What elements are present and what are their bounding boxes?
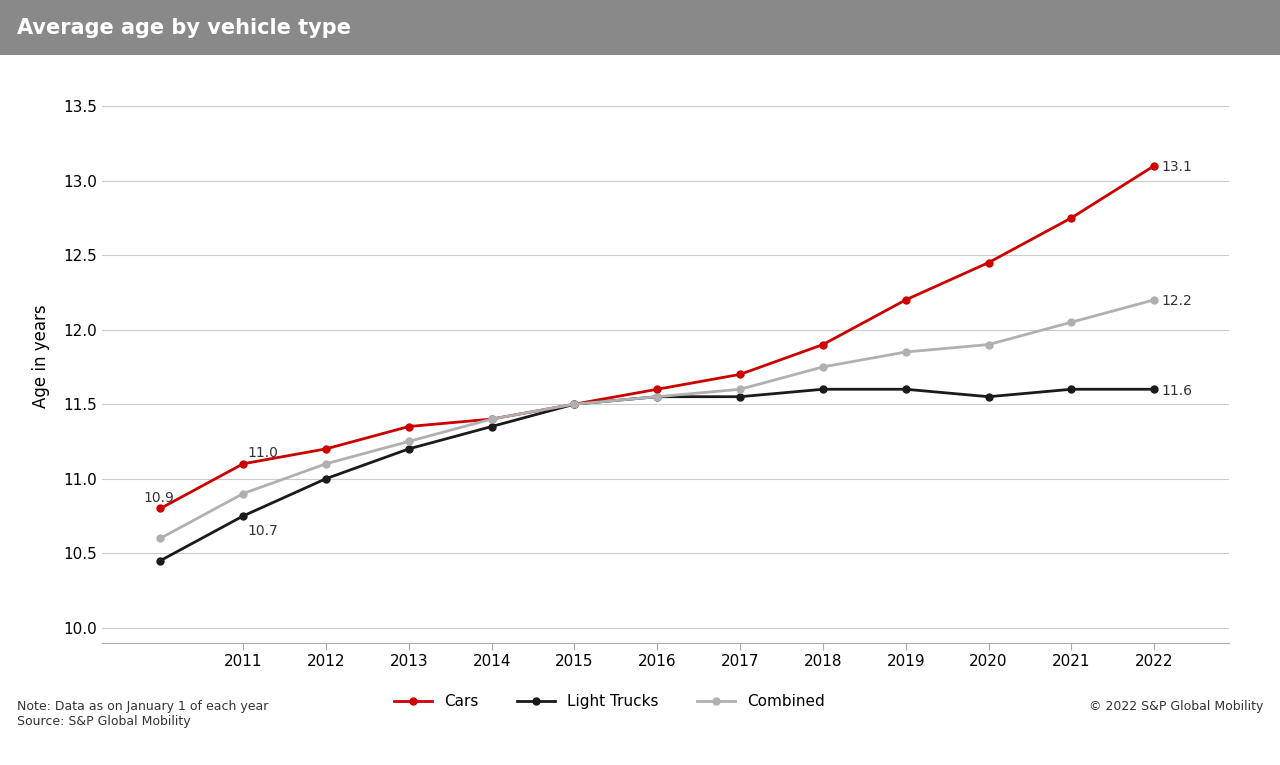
Text: 10.7: 10.7 bbox=[247, 524, 278, 539]
Text: Note: Data as on January 1 of each year
Source: S&P Global Mobility: Note: Data as on January 1 of each year … bbox=[17, 700, 268, 728]
Text: 11.0: 11.0 bbox=[247, 446, 278, 460]
Y-axis label: Age in years: Age in years bbox=[32, 304, 50, 408]
Text: Average age by vehicle type: Average age by vehicle type bbox=[17, 18, 351, 37]
Text: © 2022 S&P Global Mobility: © 2022 S&P Global Mobility bbox=[1089, 700, 1263, 713]
Text: 12.2: 12.2 bbox=[1161, 295, 1192, 308]
Text: 10.9: 10.9 bbox=[143, 490, 174, 505]
Text: 13.1: 13.1 bbox=[1161, 161, 1192, 174]
Legend: Cars, Light Trucks, Combined: Cars, Light Trucks, Combined bbox=[388, 688, 831, 715]
Text: 11.6: 11.6 bbox=[1161, 384, 1192, 398]
